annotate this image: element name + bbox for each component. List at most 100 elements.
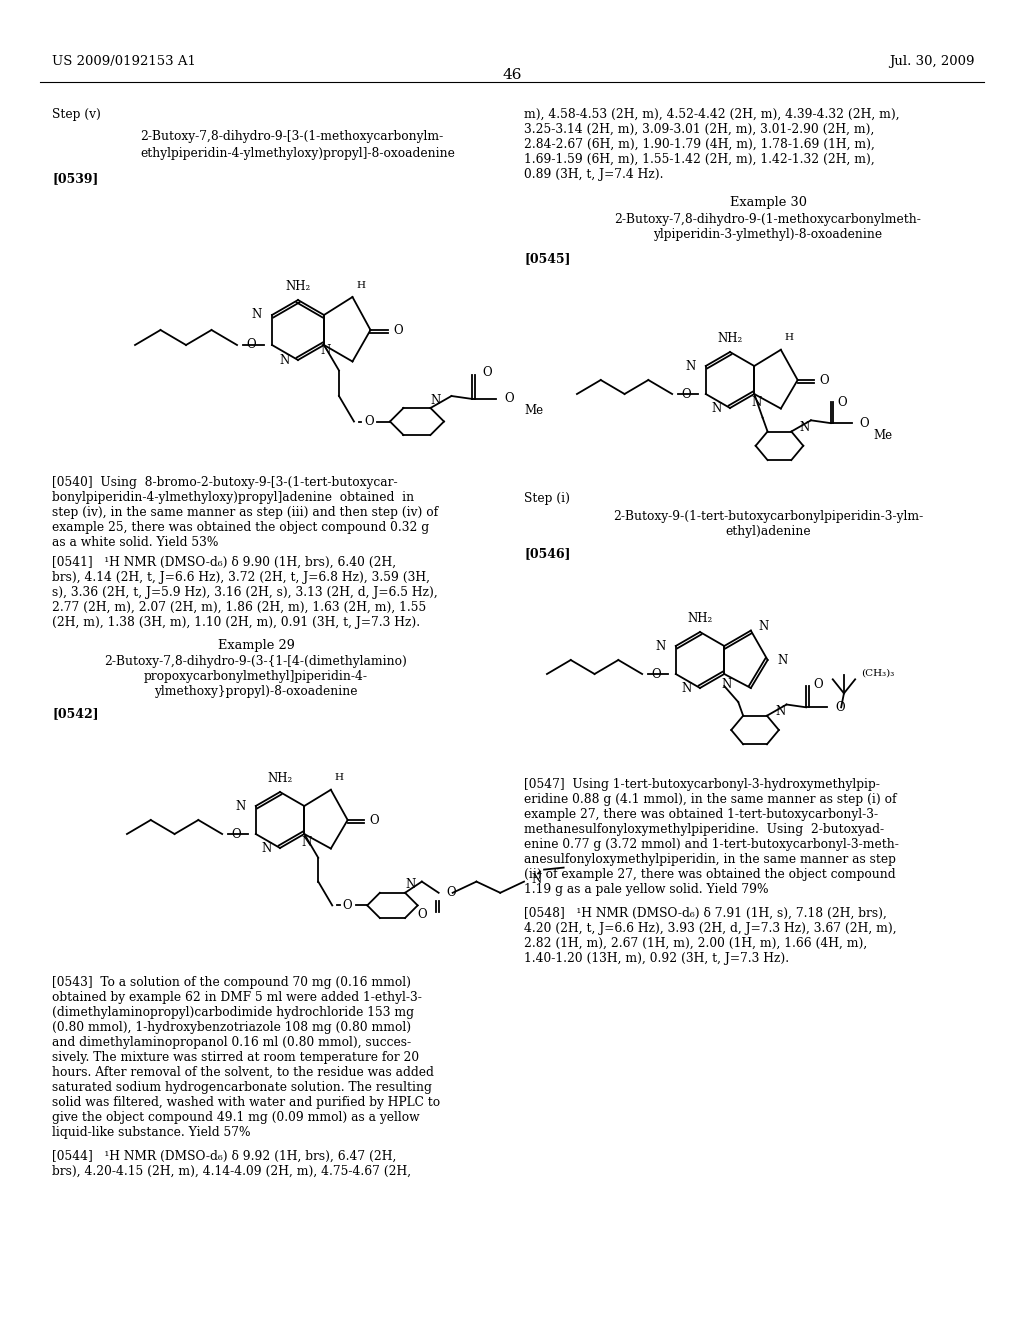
Text: 1.40-1.20 (13H, m), 0.92 (3H, t, J=7.3 Hz).: 1.40-1.20 (13H, m), 0.92 (3H, t, J=7.3 H… bbox=[524, 952, 790, 965]
Text: ylpiperidin-3-ylmethyl)-8-oxoadenine: ylpiperidin-3-ylmethyl)-8-oxoadenine bbox=[653, 228, 883, 242]
Text: Step (v): Step (v) bbox=[52, 108, 101, 121]
Text: O: O bbox=[836, 701, 845, 714]
Text: 2.77 (2H, m), 2.07 (2H, m), 1.86 (2H, m), 1.63 (2H, m), 1.55: 2.77 (2H, m), 2.07 (2H, m), 1.86 (2H, m)… bbox=[52, 601, 426, 614]
Text: hours. After removal of the solvent, to the residue was added: hours. After removal of the solvent, to … bbox=[52, 1067, 434, 1078]
Text: H: H bbox=[784, 333, 794, 342]
Text: O: O bbox=[482, 367, 493, 380]
Text: O: O bbox=[370, 813, 379, 826]
Text: 3.25-3.14 (2H, m), 3.09-3.01 (2H, m), 3.01-2.90 (2H, m),: 3.25-3.14 (2H, m), 3.09-3.01 (2H, m), 3.… bbox=[524, 123, 874, 136]
Text: 4.20 (2H, t, J=6.6 Hz), 3.93 (2H, d, J=7.3 Hz), 3.67 (2H, m),: 4.20 (2H, t, J=6.6 Hz), 3.93 (2H, d, J=7… bbox=[524, 921, 897, 935]
Text: NH₂: NH₂ bbox=[286, 280, 310, 293]
Text: O: O bbox=[859, 417, 869, 429]
Text: give the object compound 49.1 mg (0.09 mmol) as a yellow: give the object compound 49.1 mg (0.09 m… bbox=[52, 1111, 420, 1125]
Text: and dimethylaminopropanol 0.16 ml (0.80 mmol), succes-: and dimethylaminopropanol 0.16 ml (0.80 … bbox=[52, 1036, 411, 1049]
Text: 2-Butoxy-9-(1-tert-butoxycarbonylpiperidin-3-ylm-: 2-Butoxy-9-(1-tert-butoxycarbonylpiperid… bbox=[613, 510, 923, 523]
Text: 2-Butoxy-7,8-dihydro-9-[3-(1-methoxycarbonylm-: 2-Butoxy-7,8-dihydro-9-[3-(1-methoxycarb… bbox=[140, 129, 443, 143]
Text: [0539]: [0539] bbox=[52, 172, 98, 185]
Text: NH₂: NH₂ bbox=[718, 331, 742, 345]
Text: step (iv), in the same manner as step (iii) and then step (iv) of: step (iv), in the same manner as step (i… bbox=[52, 506, 438, 519]
Text: [0548]   ¹H NMR (DMSO-d₆) δ 7.91 (1H, s), 7.18 (2H, brs),: [0548] ¹H NMR (DMSO-d₆) δ 7.91 (1H, s), … bbox=[524, 907, 887, 920]
Text: O: O bbox=[651, 668, 660, 681]
Text: [0546]: [0546] bbox=[524, 546, 570, 560]
Text: NH₂: NH₂ bbox=[687, 611, 713, 624]
Text: Example 30: Example 30 bbox=[729, 195, 807, 209]
Text: H: H bbox=[335, 774, 344, 783]
Text: Jul. 30, 2009: Jul. 30, 2009 bbox=[890, 55, 975, 69]
Text: example 25, there was obtained the object compound 0.32 g: example 25, there was obtained the objec… bbox=[52, 521, 429, 535]
Text: N: N bbox=[655, 639, 666, 652]
Text: O: O bbox=[819, 374, 829, 387]
Text: US 2009/0192153 A1: US 2009/0192153 A1 bbox=[52, 55, 196, 69]
Text: 2-Butoxy-7,8-dihydro-9-(1-methoxycarbonylmeth-: 2-Butoxy-7,8-dihydro-9-(1-methoxycarbony… bbox=[614, 213, 922, 226]
Text: O: O bbox=[446, 886, 457, 899]
Text: Me: Me bbox=[873, 429, 893, 442]
Text: N: N bbox=[752, 396, 762, 408]
Text: brs), 4.20-4.15 (2H, m), 4.14-4.09 (2H, m), 4.75-4.67 (2H,: brs), 4.20-4.15 (2H, m), 4.14-4.09 (2H, … bbox=[52, 1166, 411, 1177]
Text: N: N bbox=[777, 653, 787, 667]
Text: O: O bbox=[505, 392, 514, 405]
Text: enine 0.77 g (3.72 mmol) and 1-tert-butoxycarbonyl-3-meth-: enine 0.77 g (3.72 mmol) and 1-tert-buto… bbox=[524, 838, 899, 851]
Text: example 27, there was obtained 1-tert-butoxycarbonyl-3-: example 27, there was obtained 1-tert-bu… bbox=[524, 808, 879, 821]
Text: ylmethoxy}propyl)-8-oxoadenine: ylmethoxy}propyl)-8-oxoadenine bbox=[155, 685, 357, 698]
Text: [0545]: [0545] bbox=[524, 252, 570, 265]
Text: N: N bbox=[721, 677, 731, 690]
Text: N: N bbox=[430, 393, 440, 407]
Text: N: N bbox=[236, 800, 246, 813]
Text: 1.69-1.59 (6H, m), 1.55-1.42 (2H, m), 1.42-1.32 (2H, m),: 1.69-1.59 (6H, m), 1.55-1.42 (2H, m), 1.… bbox=[524, 153, 874, 166]
Text: H: H bbox=[356, 281, 366, 289]
Text: N: N bbox=[712, 401, 722, 414]
Text: N: N bbox=[682, 681, 692, 694]
Text: O: O bbox=[231, 828, 241, 841]
Text: 2-Butoxy-7,8-dihydro-9-(3-{1-[4-(dimethylamino): 2-Butoxy-7,8-dihydro-9-(3-{1-[4-(dimethy… bbox=[104, 655, 408, 668]
Text: O: O bbox=[365, 414, 374, 428]
Text: 1.19 g as a pale yellow solid. Yield 79%: 1.19 g as a pale yellow solid. Yield 79% bbox=[524, 883, 768, 896]
Text: solid was filtered, washed with water and purified by HPLC to: solid was filtered, washed with water an… bbox=[52, 1096, 440, 1109]
Text: ethylpiperidin-4-ylmethyloxy)propyl]-8-oxoadenine: ethylpiperidin-4-ylmethyloxy)propyl]-8-o… bbox=[140, 147, 455, 160]
Text: O: O bbox=[813, 678, 823, 690]
Text: sively. The mixture was stirred at room temperature for 20: sively. The mixture was stirred at room … bbox=[52, 1051, 419, 1064]
Text: N: N bbox=[280, 354, 290, 367]
Text: (ii) of example 27, there was obtained the object compound: (ii) of example 27, there was obtained t… bbox=[524, 869, 896, 880]
Text: brs), 4.14 (2H, t, J=6.6 Hz), 3.72 (2H, t, J=6.8 Hz), 3.59 (3H,: brs), 4.14 (2H, t, J=6.6 Hz), 3.72 (2H, … bbox=[52, 572, 430, 583]
Text: Step (i): Step (i) bbox=[524, 492, 570, 506]
Text: N: N bbox=[252, 309, 262, 322]
Text: 2.84-2.67 (6H, m), 1.90-1.79 (4H, m), 1.78-1.69 (1H, m),: 2.84-2.67 (6H, m), 1.90-1.79 (4H, m), 1.… bbox=[524, 139, 874, 150]
Text: liquid-like substance. Yield 57%: liquid-like substance. Yield 57% bbox=[52, 1126, 251, 1139]
Text: O: O bbox=[246, 338, 256, 351]
Text: O: O bbox=[417, 908, 427, 921]
Text: N: N bbox=[404, 878, 415, 891]
Text: O: O bbox=[393, 323, 403, 337]
Text: NH₂: NH₂ bbox=[267, 771, 293, 784]
Text: O: O bbox=[838, 396, 848, 409]
Text: eridine 0.88 g (4.1 mmol), in the same manner as step (i) of: eridine 0.88 g (4.1 mmol), in the same m… bbox=[524, 793, 896, 807]
Text: N: N bbox=[685, 359, 695, 372]
Text: 2.82 (1H, m), 2.67 (1H, m), 2.00 (1H, m), 1.66 (4H, m),: 2.82 (1H, m), 2.67 (1H, m), 2.00 (1H, m)… bbox=[524, 937, 867, 950]
Text: s), 3.36 (2H, t, J=5.9 Hz), 3.16 (2H, s), 3.13 (2H, d, J=6.5 Hz),: s), 3.36 (2H, t, J=5.9 Hz), 3.16 (2H, s)… bbox=[52, 586, 437, 599]
Text: Me: Me bbox=[524, 404, 544, 417]
Text: as a white solid. Yield 53%: as a white solid. Yield 53% bbox=[52, 536, 218, 549]
Text: [0544]   ¹H NMR (DMSO-d₆) δ 9.92 (1H, brs), 6.47 (2H,: [0544] ¹H NMR (DMSO-d₆) δ 9.92 (1H, brs)… bbox=[52, 1150, 396, 1163]
Text: [0543]  To a solution of the compound 70 mg (0.16 mmol): [0543] To a solution of the compound 70 … bbox=[52, 975, 411, 989]
Text: 0.89 (3H, t, J=7.4 Hz).: 0.89 (3H, t, J=7.4 Hz). bbox=[524, 168, 664, 181]
Text: N: N bbox=[775, 705, 785, 718]
Text: N: N bbox=[800, 421, 810, 434]
Text: [0541]   ¹H NMR (DMSO-d₆) δ 9.90 (1H, brs), 6.40 (2H,: [0541] ¹H NMR (DMSO-d₆) δ 9.90 (1H, brs)… bbox=[52, 556, 396, 569]
Text: methanesulfonyloxymethylpiperidine.  Using  2-butoxyad-: methanesulfonyloxymethylpiperidine. Usin… bbox=[524, 822, 884, 836]
Text: [0540]  Using  8-bromo-2-butoxy-9-[3-(1-tert-butoxycar-: [0540] Using 8-bromo-2-butoxy-9-[3-(1-te… bbox=[52, 477, 397, 488]
Text: (dimethylaminopropyl)carbodimide hydrochloride 153 mg: (dimethylaminopropyl)carbodimide hydroch… bbox=[52, 1006, 414, 1019]
Text: ethyl)adenine: ethyl)adenine bbox=[725, 525, 811, 539]
Text: O: O bbox=[343, 899, 352, 912]
Text: propoxycarbonylmethyl]piperidin-4-: propoxycarbonylmethyl]piperidin-4- bbox=[144, 671, 368, 682]
Text: N: N bbox=[262, 842, 272, 854]
Text: obtained by example 62 in DMF 5 ml were added 1-ethyl-3-: obtained by example 62 in DMF 5 ml were … bbox=[52, 991, 422, 1005]
Text: bonylpiperidin-4-ylmethyloxy)propyl]adenine  obtained  in: bonylpiperidin-4-ylmethyloxy)propyl]aden… bbox=[52, 491, 414, 504]
Text: [0542]: [0542] bbox=[52, 708, 98, 719]
Text: (CH₃)₃: (CH₃)₃ bbox=[861, 669, 895, 678]
Text: 46: 46 bbox=[502, 69, 522, 82]
Text: (0.80 mmol), 1-hydroxybenzotriazole 108 mg (0.80 mmol): (0.80 mmol), 1-hydroxybenzotriazole 108 … bbox=[52, 1020, 411, 1034]
Text: m), 4.58-4.53 (2H, m), 4.52-4.42 (2H, m), 4.39-4.32 (2H, m),: m), 4.58-4.53 (2H, m), 4.52-4.42 (2H, m)… bbox=[524, 108, 900, 121]
Text: N: N bbox=[321, 345, 331, 358]
Text: O: O bbox=[681, 388, 691, 400]
Text: N: N bbox=[301, 836, 311, 849]
Text: [0547]  Using 1-tert-butoxycarbonyl-3-hydroxymethylpip-: [0547] Using 1-tert-butoxycarbonyl-3-hyd… bbox=[524, 777, 880, 791]
